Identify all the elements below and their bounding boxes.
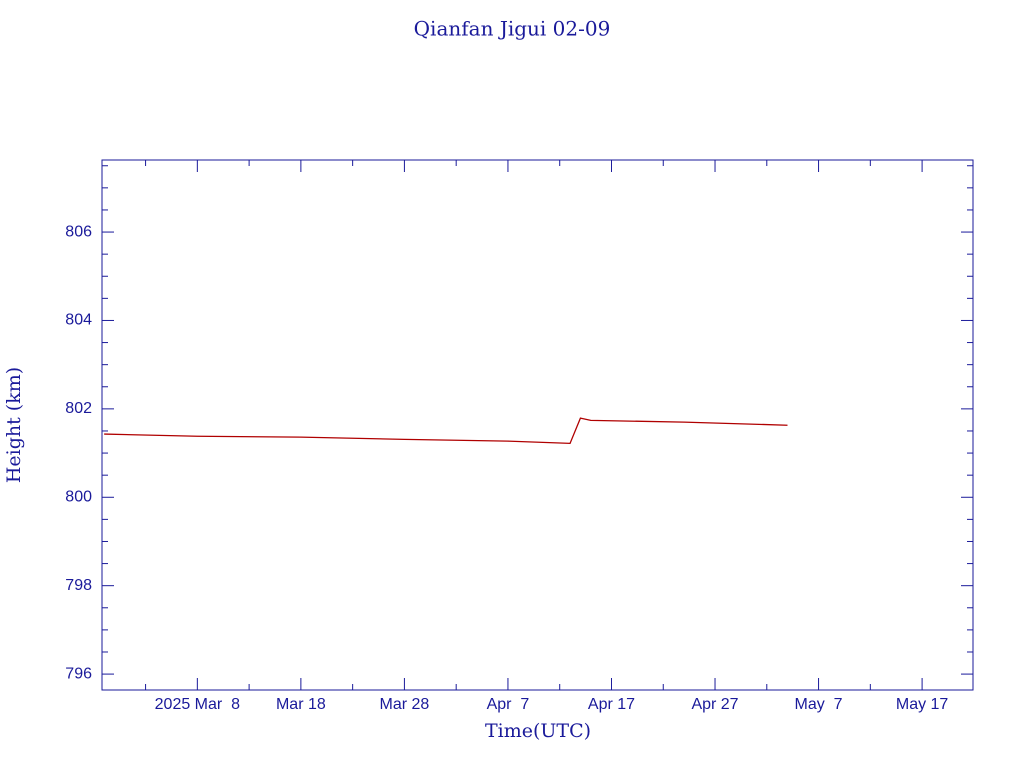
plot-frame — [101, 159, 974, 691]
x-tick-label: May 7 — [795, 696, 843, 713]
x-tick-label: May 17 — [896, 696, 949, 713]
x-tick-label: Mar 18 — [276, 696, 326, 713]
x-tick-label: Apr 7 — [487, 696, 530, 713]
data-line — [104, 417, 788, 445]
y-tick-label: 806 — [65, 223, 92, 240]
y-tick-label: 800 — [65, 488, 92, 505]
x-tick-label: Mar 28 — [380, 696, 430, 713]
x-tick-label: Apr 17 — [588, 696, 635, 713]
y-tick-label: 802 — [65, 400, 92, 417]
chart-title: Qianfan Jigui 02-09 — [414, 17, 611, 41]
y-tick-label: 804 — [65, 312, 92, 329]
x-axis-label: Time(UTC) — [485, 720, 591, 742]
y-tick-label: 796 — [65, 665, 92, 682]
x-tick-label: Apr 27 — [691, 696, 738, 713]
y-axis-label: Height (km) — [3, 367, 25, 483]
y-tick-label: 798 — [65, 577, 92, 594]
x-tick-label: 2025 Mar 8 — [155, 696, 240, 713]
